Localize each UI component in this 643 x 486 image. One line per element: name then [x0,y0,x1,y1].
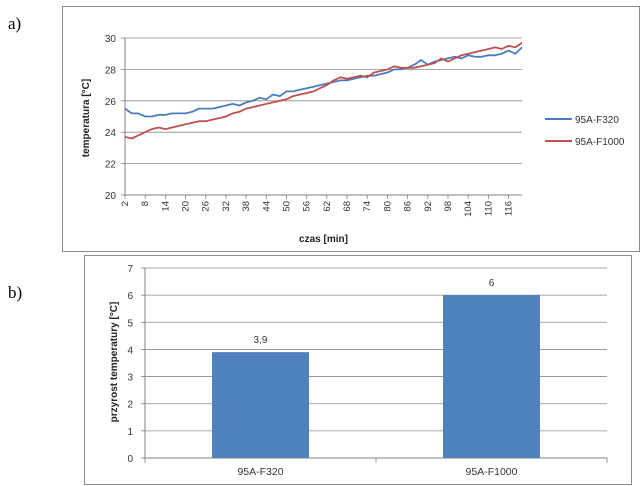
bar-value-label-2: 6 [489,278,495,289]
line-y-tick-label: 26 [105,97,117,108]
line-x-tick-label: 80 [382,201,393,212]
line-x-tick-label: 2 [120,201,131,206]
bar-category-label-1: 95A-F320 [237,466,283,478]
bar-y-tick-label: 1 [127,427,133,438]
line-x-tick-label: 38 [241,201,252,212]
line-x-tick-label: 68 [342,201,353,212]
line-x-tick-label: 86 [403,201,414,212]
bar-y-tick-label: 5 [127,318,133,329]
line-x-tick-label: 62 [322,201,333,212]
line-y-tick-label: 28 [105,65,117,76]
bar-2 [442,295,541,458]
line-y-axis-title: temperatura [°C] [81,79,92,157]
bar-y-tick-label: 3 [127,373,133,384]
bar-y-tick-label: 6 [127,291,133,302]
bar-y-tick-label: 0 [127,454,133,465]
line-x-tick-label: 74 [362,201,373,212]
line-series-1 [124,46,523,118]
panel-label-a: a) [8,14,22,33]
line-x-tick-label: 26 [201,201,212,212]
line-x-tick-label: 110 [483,201,494,216]
line-x-tick-label: 104 [463,201,474,217]
line-chart-frame [62,6,640,252]
line-x-tick-label: 50 [281,201,292,212]
line-x-tick-label: 98 [443,201,454,212]
bar-1 [211,352,310,458]
line-x-tick-label: 92 [423,201,434,212]
line-x-tick-label: 56 [302,201,313,212]
line-y-tick-label: 30 [105,34,117,45]
bar-y-axis-title: przyrost temperatury [°C] [109,302,120,423]
line-x-tick-label: 44 [261,201,272,212]
line-y-tick-label: 24 [105,128,117,139]
line-y-tick-label: 20 [105,191,117,202]
line-x-axis-title: czas [min] [299,234,348,245]
bar-chart-frame [84,255,632,485]
line-x-tick-label: 14 [160,201,171,212]
line-x-tick-label: 8 [140,201,151,206]
bar-category-label-2: 95A-F1000 [466,466,518,478]
bar-value-label-1: 3,9 [254,335,268,346]
line-x-tick-label: 32 [221,201,232,212]
bar-y-tick-label: 4 [127,345,133,356]
line-y-tick-label: 22 [105,160,117,171]
panel-label-b: b) [8,283,23,302]
legend-label-1: 95A-F320 [575,115,619,126]
line-x-tick-label: 20 [181,201,192,212]
bar-y-tick-label: 7 [127,264,133,275]
legend-label-2: 95A-F1000 [575,137,625,148]
line-series-2 [124,41,523,140]
bar-y-tick-label: 2 [127,400,133,411]
line-x-tick-label: 116 [504,201,515,216]
